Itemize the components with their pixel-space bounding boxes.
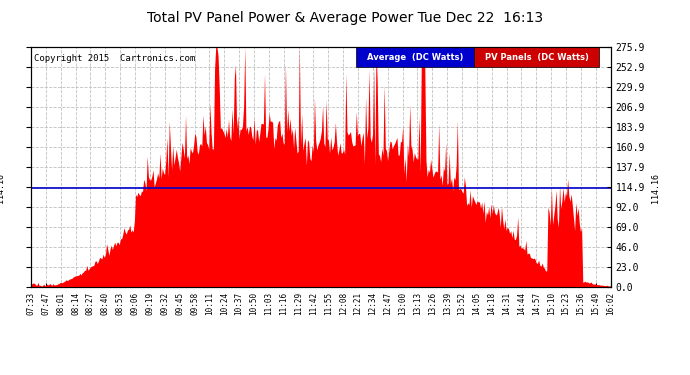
Text: Copyright 2015  Cartronics.com: Copyright 2015 Cartronics.com — [34, 54, 195, 63]
Text: Total PV Panel Power & Average Power Tue Dec 22  16:13: Total PV Panel Power & Average Power Tue… — [147, 11, 543, 25]
FancyBboxPatch shape — [475, 47, 599, 67]
Text: 114.16: 114.16 — [0, 172, 5, 202]
Text: PV Panels  (DC Watts): PV Panels (DC Watts) — [485, 53, 589, 62]
FancyBboxPatch shape — [355, 47, 475, 67]
Text: 114.16: 114.16 — [651, 172, 660, 202]
Text: Average  (DC Watts): Average (DC Watts) — [367, 53, 463, 62]
